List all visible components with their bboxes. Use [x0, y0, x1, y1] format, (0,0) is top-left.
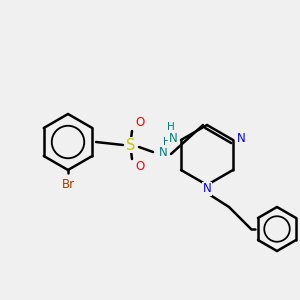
- Text: N: N: [202, 182, 211, 196]
- Text: N: N: [237, 131, 245, 145]
- Text: Br: Br: [61, 178, 75, 191]
- Text: S: S: [126, 137, 136, 152]
- Text: H: H: [167, 122, 175, 132]
- Text: O: O: [135, 160, 145, 173]
- Text: N: N: [169, 131, 177, 145]
- Text: H: H: [163, 137, 171, 147]
- Text: N: N: [159, 146, 167, 158]
- Text: O: O: [135, 116, 145, 130]
